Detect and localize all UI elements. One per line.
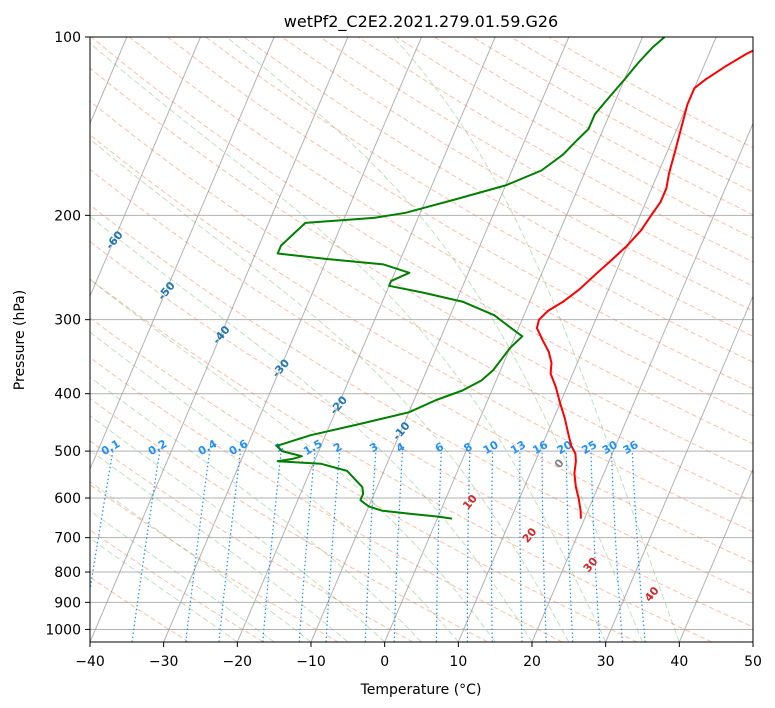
dry-adiabat-line (90, 134, 753, 533)
dry-adiabat-line (90, 278, 712, 642)
temperature-profile-line (535, 49, 753, 519)
x-tick-label: −30 (149, 654, 179, 670)
y-tick-label: 800 (54, 565, 81, 581)
isotherm-label: -70 (51, 177, 74, 201)
dry-adiabat-line (243, 37, 753, 337)
moist-adiabat-line (90, 42, 607, 642)
x-tick-label: 30 (597, 654, 615, 670)
mixing-ratio-line (218, 451, 242, 642)
y-tick-label: 1000 (45, 622, 81, 638)
moist-adiabat-line (90, 376, 422, 642)
moist-adiabat-line (90, 215, 533, 642)
isotherm-line (90, 37, 201, 298)
y-tick-label: 700 (54, 531, 81, 547)
y-tick-label: 500 (54, 444, 81, 460)
isotherm-line (457, 37, 717, 642)
dry-adiabat-line (90, 356, 563, 642)
axes: −40 −30 −20 −10 0 10 20 30 40 50 100 200 300 400 500 60… (45, 30, 762, 670)
isotherm-line (605, 295, 753, 642)
moist-adiabat-line (90, 537, 238, 642)
moist-adiabat-line (90, 415, 386, 642)
moist-adiabat-line (90, 138, 570, 642)
plot-area (90, 37, 753, 642)
isotherm-line (90, 37, 349, 642)
moist-adiabat-line (90, 279, 496, 642)
isotherm-line (236, 37, 496, 642)
mixing-ratio-line (90, 450, 114, 594)
isotherm-line (752, 640, 753, 642)
plot-frame (89, 36, 754, 643)
isotherm-line (531, 122, 753, 642)
dewpoint-profile-line (275, 37, 666, 520)
data-series (275, 37, 753, 520)
chart-title: wetPf2_C2E2.2021.279.01.59.G26 (284, 12, 558, 32)
moist-adiabat-line (90, 331, 459, 642)
mixing-ratio-line (131, 451, 161, 642)
y-tick-label: 900 (54, 595, 81, 611)
dry-adiabat-line (90, 100, 753, 503)
dry-adiabat-line (281, 37, 753, 312)
isotherm-label: -80 (0, 130, 21, 154)
y-tick-label: 600 (54, 491, 81, 507)
x-axis-title: Temperature (°C) (360, 682, 482, 698)
y-tick-label: 300 (54, 313, 81, 329)
mixing-ratio-line (298, 451, 316, 642)
isotherm-line (384, 37, 643, 642)
dry-adiabat-line (90, 484, 339, 642)
moist-adiabat-line (392, 37, 680, 642)
x-tick-label: 10 (449, 654, 467, 670)
x-tick-label: −10 (296, 654, 326, 670)
dry-adiabat-line (90, 204, 753, 595)
y-tick-label: 200 (54, 208, 81, 224)
dry-adiabat-line (205, 37, 753, 363)
isotherm-line (678, 467, 753, 642)
mixing-ratio-line (262, 451, 282, 642)
mixing-ratio-line (185, 451, 211, 642)
dry-adiabat-line (90, 317, 638, 642)
dry-adiabat-line (90, 529, 264, 642)
dry-adiabat-line (167, 37, 753, 390)
isotherm-line (90, 37, 275, 471)
moist-adiabat-line (90, 449, 349, 642)
x-tick-label: −40 (75, 654, 105, 670)
x-tick-label: −20 (223, 654, 253, 670)
y-tick-label: 100 (54, 30, 81, 46)
mixing-ratio-line (631, 451, 646, 642)
y-axis-title: Pressure (hPa) (12, 290, 28, 390)
y-tick-label: 400 (54, 387, 81, 403)
x-tick-label: 50 (744, 654, 762, 670)
moist-adiabat-line (226, 37, 643, 642)
dry-adiabat-line (90, 397, 488, 642)
moist-adiabat-line (90, 481, 312, 642)
x-tick-label: 20 (523, 654, 541, 670)
isotherm-line (163, 37, 422, 642)
isotherm-line (310, 37, 570, 642)
x-tick-label: 0 (380, 654, 389, 670)
x-tick-label: 40 (670, 654, 688, 670)
dry-adiabat-line (90, 241, 753, 628)
